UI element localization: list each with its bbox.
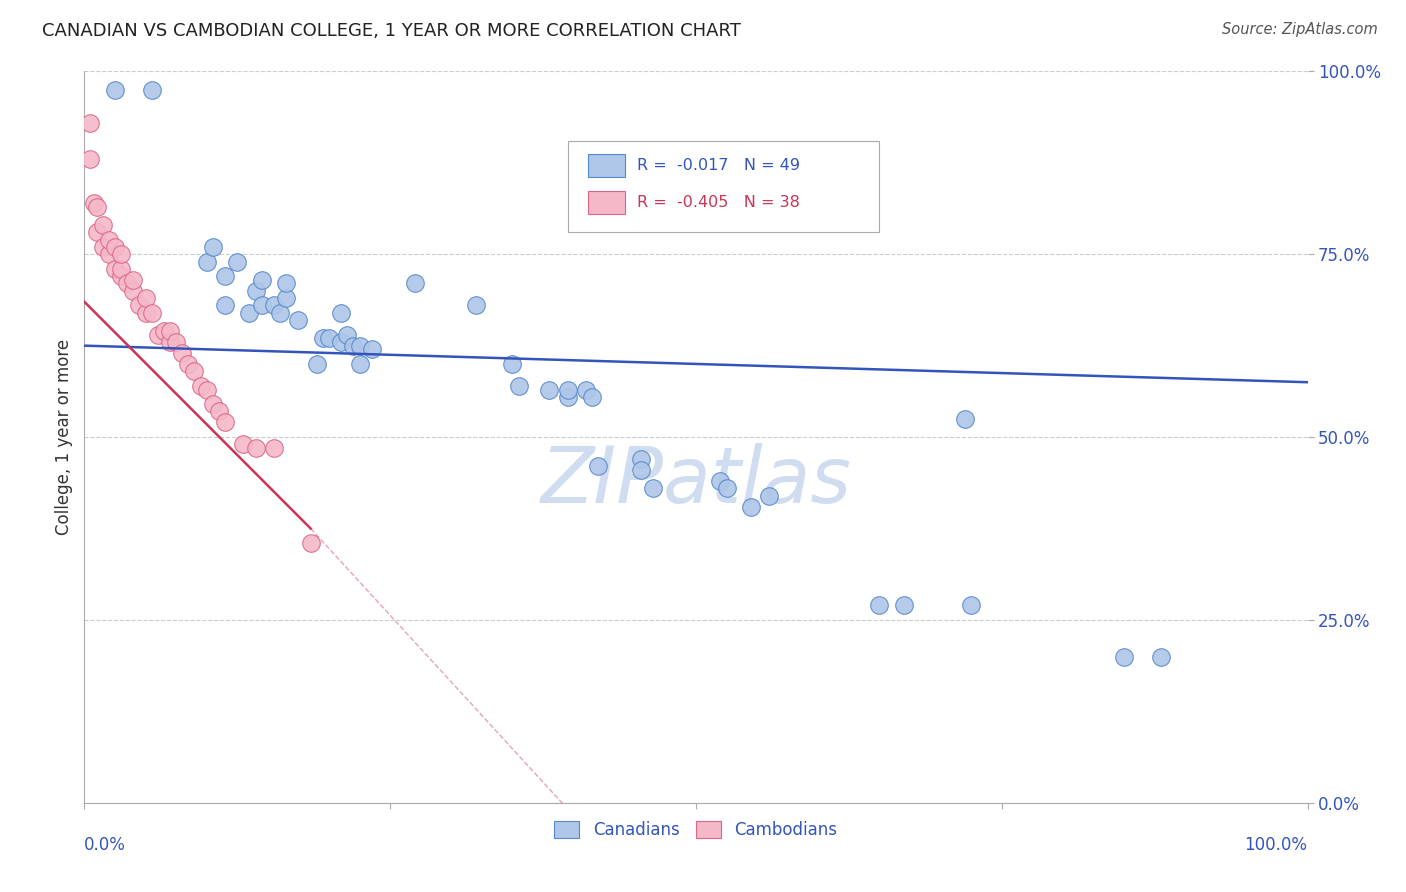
Point bbox=[276, 291, 298, 305]
Point bbox=[269, 306, 291, 320]
Point bbox=[97, 233, 120, 247]
Point bbox=[110, 261, 132, 276]
Point bbox=[122, 273, 145, 287]
Point bbox=[869, 599, 891, 613]
Point bbox=[110, 269, 132, 284]
FancyBboxPatch shape bbox=[568, 141, 880, 232]
Point bbox=[135, 291, 157, 305]
Text: 0.0%: 0.0% bbox=[84, 836, 127, 854]
Point bbox=[250, 298, 273, 312]
Point bbox=[953, 412, 976, 426]
Point bbox=[104, 240, 127, 254]
Point bbox=[287, 313, 309, 327]
Point bbox=[250, 273, 273, 287]
Point bbox=[1150, 649, 1173, 664]
Point bbox=[91, 240, 114, 254]
Point bbox=[128, 298, 150, 312]
Point bbox=[502, 357, 524, 371]
Point bbox=[214, 269, 236, 284]
Point bbox=[586, 459, 609, 474]
Point bbox=[360, 343, 382, 357]
Point bbox=[159, 324, 181, 338]
Point bbox=[135, 306, 157, 320]
Point bbox=[79, 115, 101, 129]
Point bbox=[232, 437, 254, 451]
Legend: Canadians, Cambodians: Canadians, Cambodians bbox=[548, 814, 844, 846]
Point bbox=[195, 383, 218, 397]
Point bbox=[330, 334, 353, 349]
Point bbox=[146, 327, 169, 342]
Point bbox=[330, 306, 353, 320]
Point bbox=[508, 379, 530, 393]
Point bbox=[349, 357, 371, 371]
Point bbox=[86, 225, 108, 239]
Point bbox=[177, 357, 200, 371]
Point bbox=[709, 474, 731, 488]
Point bbox=[464, 298, 486, 312]
Point bbox=[312, 331, 335, 345]
Point bbox=[575, 383, 598, 397]
Point bbox=[630, 463, 652, 477]
Point bbox=[740, 500, 762, 514]
Point bbox=[1114, 649, 1136, 664]
Point bbox=[263, 441, 285, 455]
Point bbox=[245, 441, 267, 455]
Point bbox=[97, 247, 120, 261]
Text: 100.0%: 100.0% bbox=[1244, 836, 1308, 854]
Point bbox=[336, 327, 359, 342]
Point bbox=[226, 254, 249, 268]
Point bbox=[195, 254, 218, 268]
Point bbox=[110, 247, 132, 261]
Point bbox=[581, 390, 603, 404]
Point bbox=[141, 306, 163, 320]
Point bbox=[208, 404, 231, 418]
Point bbox=[263, 298, 285, 312]
Point bbox=[141, 83, 163, 97]
Point bbox=[86, 200, 108, 214]
Point bbox=[83, 196, 105, 211]
Point bbox=[960, 599, 983, 613]
Point bbox=[201, 397, 224, 411]
Point bbox=[538, 383, 561, 397]
Point bbox=[557, 390, 579, 404]
Point bbox=[630, 452, 652, 467]
Point bbox=[299, 536, 322, 550]
Point bbox=[305, 357, 328, 371]
Point bbox=[122, 284, 145, 298]
Point bbox=[557, 383, 579, 397]
Point bbox=[159, 334, 181, 349]
Point bbox=[201, 240, 224, 254]
Point bbox=[716, 481, 738, 495]
Text: CANADIAN VS CAMBODIAN COLLEGE, 1 YEAR OR MORE CORRELATION CHART: CANADIAN VS CAMBODIAN COLLEGE, 1 YEAR OR… bbox=[42, 22, 741, 40]
Point bbox=[165, 334, 187, 349]
Point bbox=[153, 324, 176, 338]
Point bbox=[342, 338, 364, 352]
Y-axis label: College, 1 year or more: College, 1 year or more bbox=[55, 339, 73, 535]
Point bbox=[190, 379, 212, 393]
Point bbox=[214, 416, 236, 430]
Point bbox=[104, 261, 127, 276]
FancyBboxPatch shape bbox=[588, 191, 626, 214]
Point bbox=[276, 277, 298, 291]
Point bbox=[758, 489, 780, 503]
Point bbox=[79, 152, 101, 166]
Point bbox=[183, 364, 205, 378]
Point bbox=[238, 306, 260, 320]
Point bbox=[893, 599, 915, 613]
Point bbox=[318, 331, 340, 345]
Point bbox=[349, 338, 371, 352]
Text: R =  -0.405   N = 38: R = -0.405 N = 38 bbox=[637, 194, 800, 210]
Point bbox=[404, 277, 426, 291]
Point bbox=[172, 346, 194, 360]
Point bbox=[115, 277, 138, 291]
Text: Source: ZipAtlas.com: Source: ZipAtlas.com bbox=[1222, 22, 1378, 37]
FancyBboxPatch shape bbox=[588, 154, 626, 178]
Point bbox=[104, 83, 127, 97]
Point bbox=[214, 298, 236, 312]
Text: R =  -0.017   N = 49: R = -0.017 N = 49 bbox=[637, 158, 800, 173]
Point bbox=[245, 284, 267, 298]
Point bbox=[643, 481, 665, 495]
Text: ZIPatlas: ZIPatlas bbox=[540, 443, 852, 519]
Point bbox=[91, 218, 114, 232]
